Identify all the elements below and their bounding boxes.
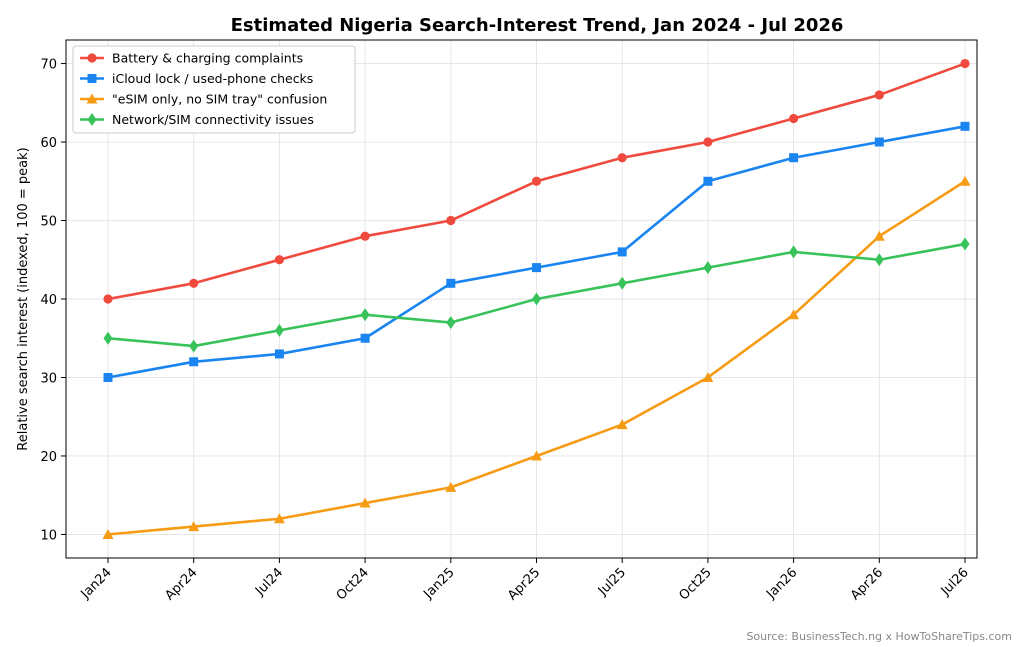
legend-marker xyxy=(87,53,97,63)
axes: Jan24 Apr24 Jul24 Oct24 Jan25 Apr25 Jul25 Oct25… xyxy=(40,58,971,604)
series-group xyxy=(102,58,971,539)
data-point xyxy=(789,245,799,259)
legend-label: Battery & charging complaints xyxy=(112,51,303,66)
x-tick-label: Oct25 xyxy=(677,565,715,603)
series-2 xyxy=(103,121,970,382)
legend-label: Network/SIM connectivity issues xyxy=(112,112,314,127)
legend-entry: Battery & charging complaints xyxy=(80,51,303,66)
data-point xyxy=(960,237,970,251)
legend-box xyxy=(72,45,356,134)
y-tick-label: 30 xyxy=(40,371,57,386)
data-point xyxy=(446,278,456,288)
data-point xyxy=(189,278,199,288)
data-point xyxy=(188,521,200,532)
legend-entry: Network/SIM connectivity issues xyxy=(80,112,314,127)
data-point xyxy=(874,90,884,100)
y-tick-label: 40 xyxy=(40,293,57,308)
legend-label: "eSIM only, no SIM tray" confusion xyxy=(112,92,327,107)
data-point xyxy=(189,339,199,353)
y-tick-label: 20 xyxy=(40,450,57,465)
data-point xyxy=(103,331,113,345)
data-point xyxy=(532,263,541,273)
data-point xyxy=(531,176,542,186)
source-note: Source: BusinessTech.ng x HowToShareTips… xyxy=(746,630,1012,643)
data-point xyxy=(103,372,113,382)
data-point xyxy=(616,419,628,430)
data-point xyxy=(703,261,713,275)
data-point xyxy=(703,137,713,147)
data-point xyxy=(445,481,457,492)
data-point xyxy=(274,323,284,337)
legend-entry: "eSIM only, no SIM tray" confusion xyxy=(80,92,327,107)
x-tick-label: Jul24 xyxy=(252,565,286,599)
data-point xyxy=(360,333,370,343)
x-tick-label: Jul25 xyxy=(595,565,629,599)
series-4 xyxy=(103,237,970,353)
data-point xyxy=(702,371,714,382)
y-tick-label: 60 xyxy=(40,136,57,151)
data-point xyxy=(360,231,370,241)
y-tick-label: 10 xyxy=(40,528,57,543)
x-tick-label: Jan26 xyxy=(763,565,800,602)
data-point xyxy=(274,255,284,265)
data-point xyxy=(873,230,885,241)
x-tick-label: Oct24 xyxy=(334,565,372,603)
x-tick-label: Apr24 xyxy=(162,565,200,603)
data-point xyxy=(703,176,713,186)
data-point xyxy=(531,450,542,461)
data-point xyxy=(960,121,970,131)
data-point xyxy=(446,215,456,226)
data-point xyxy=(617,153,627,163)
legend-marker xyxy=(87,113,97,126)
series-3 xyxy=(102,175,971,539)
data-point xyxy=(959,175,971,186)
data-point xyxy=(617,276,627,290)
legend-marker xyxy=(86,93,98,104)
chart-title: Estimated Nigeria Search-Interest Trend,… xyxy=(231,15,844,36)
y-tick-label: 70 xyxy=(40,58,57,73)
legend: Battery & charging complaints iCloud lock… xyxy=(72,45,356,134)
data-point xyxy=(788,309,800,320)
data-point xyxy=(874,253,884,267)
x-tick-label: Apr25 xyxy=(505,565,543,603)
y-axis-label: Relative search interest (indexed, 100 =… xyxy=(16,147,31,450)
data-point xyxy=(189,357,199,367)
data-point xyxy=(446,316,456,330)
data-point xyxy=(273,513,285,524)
series-1 xyxy=(103,58,970,304)
data-point xyxy=(274,349,284,359)
data-point xyxy=(102,528,114,539)
data-point xyxy=(874,137,884,147)
data-point xyxy=(360,308,370,322)
data-point xyxy=(960,58,970,69)
data-point xyxy=(617,247,627,257)
data-point xyxy=(789,113,799,124)
legend-label: iCloud lock / used-phone checks xyxy=(112,71,313,86)
data-point xyxy=(789,153,799,163)
y-tick-label: 50 xyxy=(40,215,57,230)
data-point xyxy=(103,294,113,304)
legend-marker xyxy=(87,74,97,83)
data-point xyxy=(532,292,541,306)
legend-entry: iCloud lock / used-phone checks xyxy=(80,71,313,86)
x-tick-label: Jan25 xyxy=(420,565,457,602)
x-tick-label: Jul26 xyxy=(938,565,972,599)
x-tick-label: Jan24 xyxy=(78,565,115,602)
data-point xyxy=(359,497,371,508)
x-tick-label: Apr26 xyxy=(848,565,886,603)
